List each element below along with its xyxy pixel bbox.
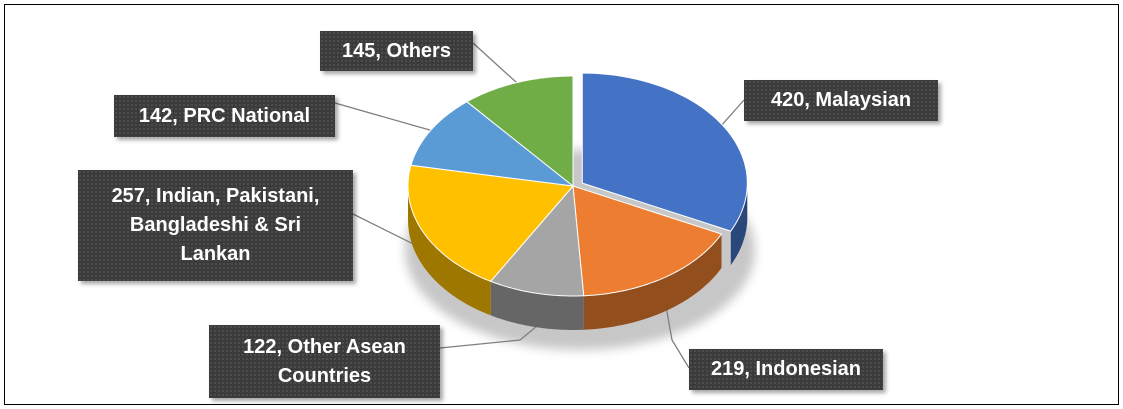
slice-4: [410, 101, 575, 187]
data-label-indonesian: 219, Indonesian: [689, 349, 883, 390]
slice-side-1: [583, 234, 722, 330]
slice-1: [572, 185, 723, 297]
data-label-indian-pakistani: 257, Indian, Pakistani, Bangladeshi & Sr…: [78, 170, 353, 281]
data-label-malaysian: 420, Malaysian: [744, 80, 938, 121]
data-label-prc-national: 142, PRC National: [114, 95, 335, 137]
leader-lines: [334, 42, 745, 369]
slice-side-0: [730, 183, 748, 266]
leader-line-3: [352, 213, 424, 250]
slice-side-3: [408, 186, 491, 316]
slice-2: [489, 184, 585, 297]
data-label-others: 145, Others: [320, 31, 473, 71]
leader-line-2: [439, 326, 537, 349]
leader-line-1: [664, 300, 690, 369]
data-label-other-asean: 122, Other Asean Countries: [209, 325, 440, 398]
leader-line-4: [334, 102, 431, 131]
slice-side-2: [490, 281, 584, 330]
leader-line-0: [721, 99, 745, 126]
pie-slices: [407, 72, 748, 330]
slice-3: [407, 164, 574, 282]
slice-0: [581, 72, 748, 232]
leader-line-5: [472, 42, 518, 84]
slice-5: [465, 75, 574, 188]
